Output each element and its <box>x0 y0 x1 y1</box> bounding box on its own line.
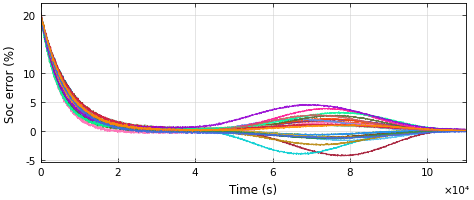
Text: ×10⁴: ×10⁴ <box>444 185 470 195</box>
X-axis label: Time (s): Time (s) <box>229 183 277 196</box>
Y-axis label: Soc error (%): Soc error (%) <box>4 45 17 122</box>
